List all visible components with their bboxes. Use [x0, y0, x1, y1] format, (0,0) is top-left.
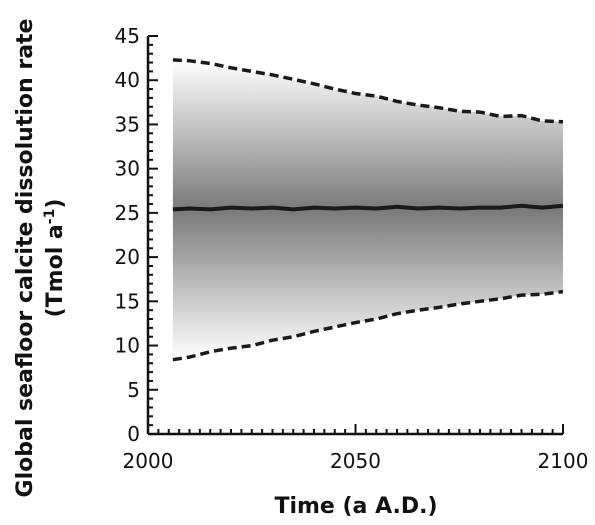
y-tick-label: 10: [115, 334, 140, 358]
y-tick-label: 0: [127, 422, 140, 446]
x-axis-title: Time (a A.D.): [274, 494, 437, 519]
axes: [146, 35, 564, 436]
series-upper-bound: [172, 58, 564, 124]
x-tick-label: 2100: [538, 449, 589, 473]
y-tick-label: 45: [115, 24, 140, 48]
y-axis-unit-close: ): [43, 199, 68, 209]
series-lower-bound: [172, 289, 564, 362]
y-tick-label: 20: [115, 245, 140, 269]
y-axis-title-line2: (Tmol a-1): [42, 199, 68, 318]
y-tick-label: 15: [115, 289, 140, 313]
x-tick-label: 2000: [123, 449, 174, 473]
x-tick-label: 2050: [330, 449, 381, 473]
y-axis-unit: (Tmol a: [43, 224, 68, 317]
tick-labels: 0 5 10 15 20 25 30 35 40 45 2000 2050 2100: [115, 24, 589, 473]
y-tick-label: 35: [115, 112, 140, 136]
y-axis-unit-exponent: -1: [42, 209, 58, 225]
y-tick-label: 25: [115, 201, 140, 225]
y-tick-label: 40: [115, 68, 140, 92]
plot-area: [172, 58, 564, 362]
series-mean: [172, 203, 564, 212]
y-tick-label: 5: [127, 378, 140, 402]
y-axis-title: Global seafloor calcite dissolution rate…: [13, 19, 68, 498]
y-axis-title-line1: Global seafloor calcite dissolution rate: [13, 19, 38, 498]
y-tick-label: 30: [115, 157, 140, 181]
